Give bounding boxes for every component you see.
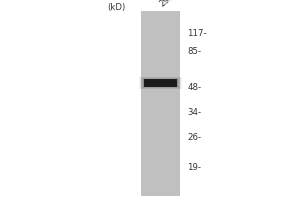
- Bar: [142, 78, 179, 88]
- Text: 85-: 85-: [188, 46, 202, 55]
- Bar: [143, 79, 178, 87]
- Text: 48-: 48-: [188, 82, 202, 92]
- Bar: [141, 11, 180, 196]
- Text: (kD): (kD): [108, 3, 126, 12]
- Text: 293: 293: [158, 0, 176, 9]
- Bar: [139, 77, 182, 89]
- Text: 19-: 19-: [188, 162, 202, 171]
- Text: 34-: 34-: [188, 108, 202, 117]
- Bar: [144, 79, 177, 87]
- Text: 117-: 117-: [188, 29, 207, 38]
- Text: 26-: 26-: [188, 132, 202, 142]
- Bar: [140, 77, 181, 89]
